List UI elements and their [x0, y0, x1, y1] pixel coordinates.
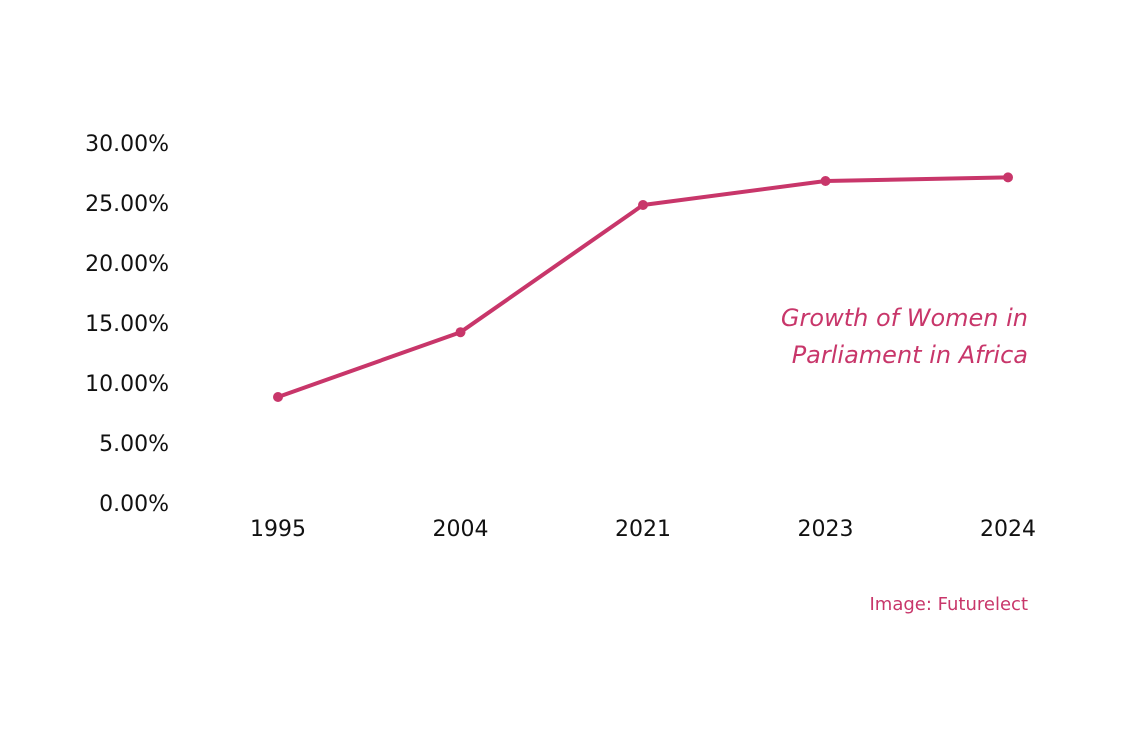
x-axis-tick-labels: 1995 2004 2021 2023 2024 [250, 517, 1036, 542]
data-points [273, 172, 1013, 402]
image-credit: Image: Futurelect [869, 594, 1028, 615]
x-tick-label: 2021 [615, 517, 671, 542]
y-tick-label: 15.00% [85, 312, 169, 337]
y-tick-label: 25.00% [85, 192, 169, 217]
y-tick-label: 30.00% [85, 132, 169, 157]
data-point [273, 392, 283, 402]
x-tick-label: 2023 [798, 517, 854, 542]
y-tick-label: 20.00% [85, 252, 169, 277]
x-tick-label: 1995 [250, 517, 306, 542]
data-point [1003, 172, 1013, 183]
y-axis-tick-labels: 0.00% 5.00% 10.00% 15.00% 20.00% 25.00% 30.00% [85, 132, 169, 517]
y-tick-label: 10.00% [85, 372, 169, 397]
data-point [638, 200, 648, 210]
x-tick-label: 2024 [980, 517, 1036, 542]
y-tick-label: 5.00% [99, 432, 169, 457]
x-tick-label: 2004 [433, 517, 489, 542]
data-point [455, 327, 466, 338]
y-tick-label: 0.00% [99, 492, 169, 517]
data-point [820, 176, 831, 186]
chart-title: Growth of Women in Parliament in Africa [780, 304, 1028, 369]
